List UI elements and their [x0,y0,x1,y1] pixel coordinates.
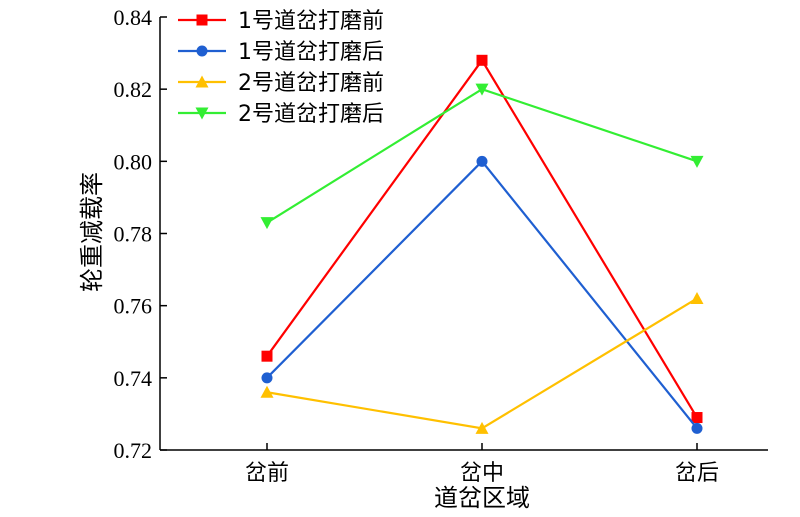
x-tick-label: 岔中 [460,461,504,486]
legend-item: 2号道岔打磨前 [178,71,384,96]
legend-item: 2号道岔打磨后 [178,102,384,127]
legend: 1号道岔打磨前 1号道岔打磨后 2号道岔打磨前 2号道岔打磨后 [178,9,384,127]
y-tick-label: 0.82 [114,77,153,102]
y-tick-label: 0.84 [114,5,153,30]
data-point [260,217,274,230]
data-point [260,385,274,398]
data-point [475,83,489,96]
data-point [476,155,488,167]
x-tick-label: 岔前 [245,461,289,486]
legend-label: 1号道岔打磨后 [238,40,384,65]
data-point [476,54,488,66]
data-point [691,422,703,434]
y-tick-label: 0.72 [114,438,153,463]
series-line [266,297,698,430]
series-3 [260,291,704,434]
data-point [475,421,489,434]
data-point [261,350,273,362]
legend-marker [195,75,209,88]
series-4 [260,83,704,230]
y-tick-label: 0.74 [114,366,153,391]
legend-label: 2号道岔打磨后 [238,102,384,127]
x-tick-label: 岔后 [675,461,719,486]
legend-marker [196,14,208,26]
legend-item: 1号道岔打磨后 [178,40,384,65]
legend-label: 2号道岔打磨前 [238,71,384,96]
legend-item: 1号道岔打磨前 [178,9,384,34]
series-layer [260,54,704,434]
data-point [690,155,704,168]
y-axis-title: 轮重减载率 [78,172,106,292]
y-tick-label: 0.76 [114,294,153,319]
series-1 [261,54,703,424]
legend-marker [195,107,209,120]
data-point [261,372,273,384]
series-line [266,159,698,430]
legend-marker [196,45,208,57]
y-tick-label: 0.80 [114,149,153,174]
data-point [690,291,704,304]
x-axis-title: 道岔区域 [434,484,530,512]
legend-label: 1号道岔打磨前 [238,9,384,34]
axes: 0.72 0.74 0.76 0.78 0.80 0.82 0.84 岔前 岔中 岔后 [114,5,768,486]
y-tick-label: 0.78 [114,222,153,247]
data-point [691,412,703,424]
series-2 [261,155,703,434]
